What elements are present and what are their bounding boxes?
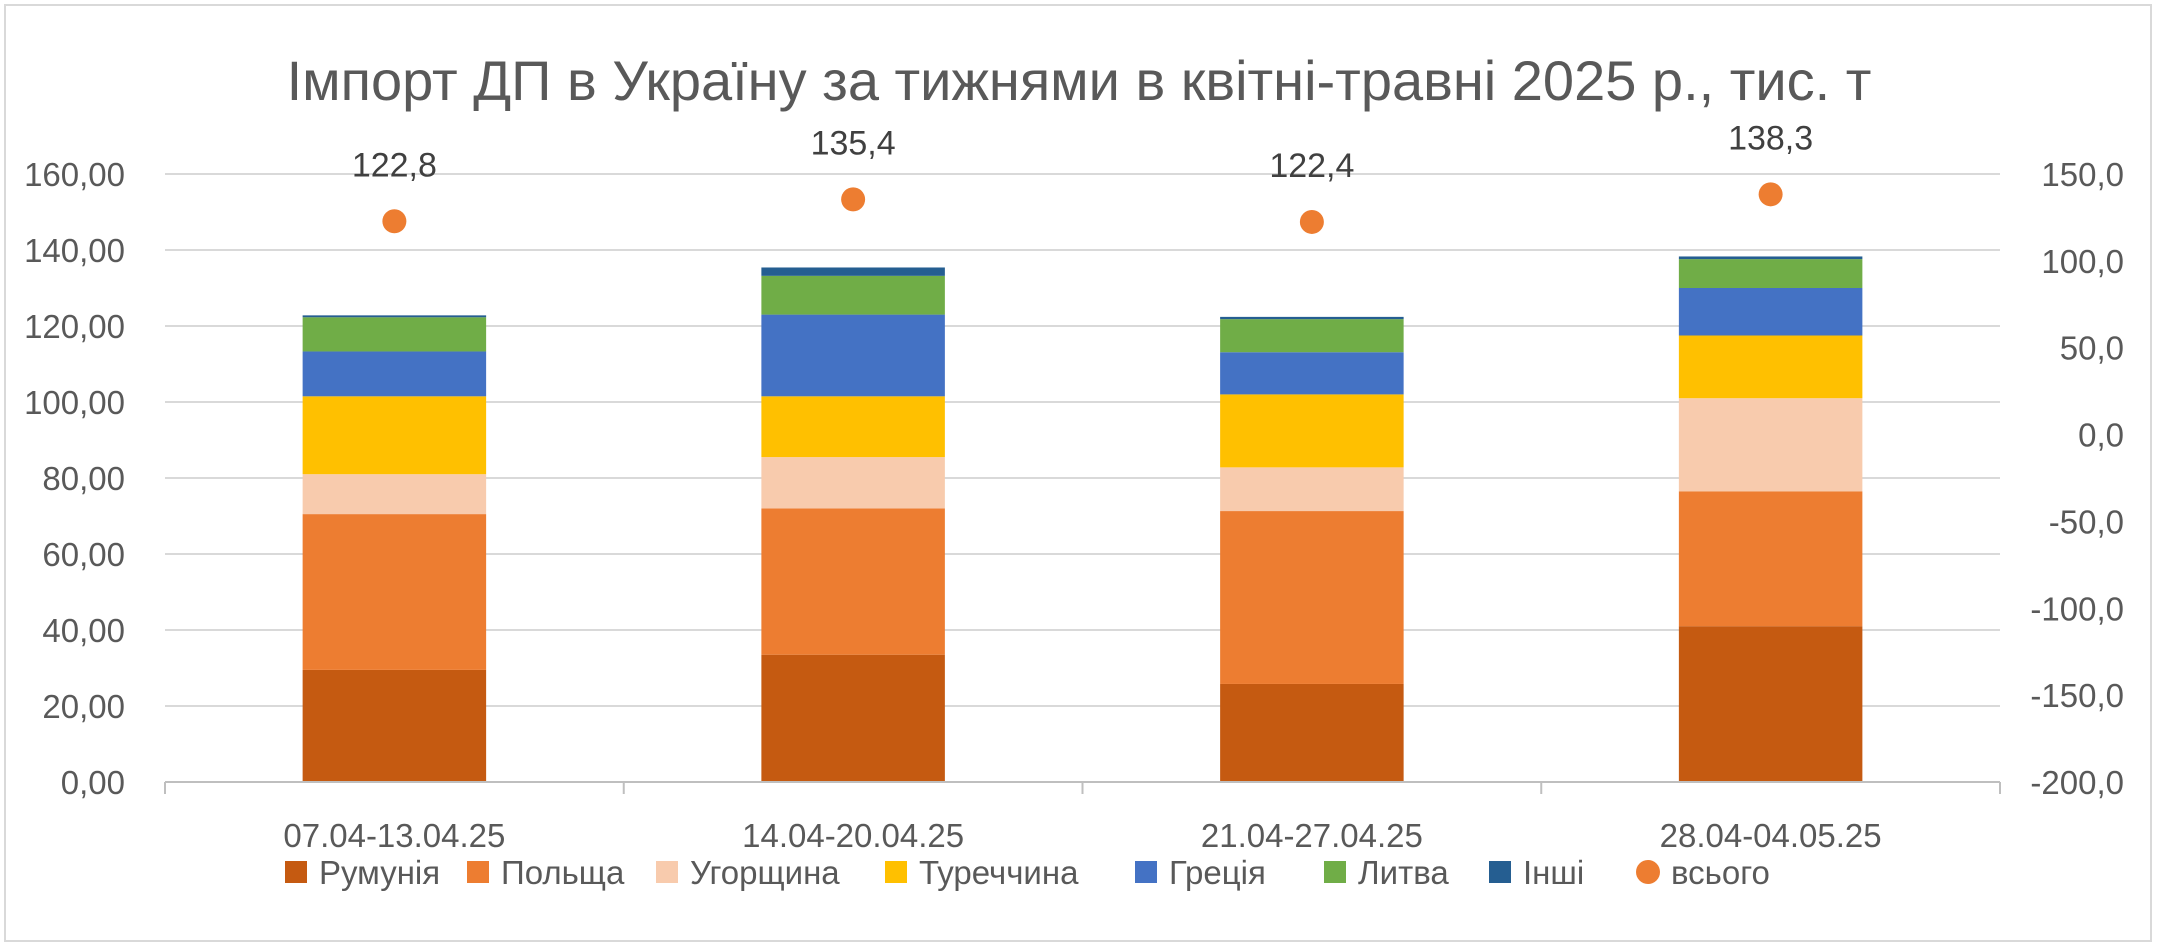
bar-segment	[761, 457, 945, 509]
legend-label: Інші	[1523, 854, 1584, 891]
total-data-label: 122,4	[1269, 147, 1354, 185]
category-label: 14.04-20.04.25	[742, 817, 964, 854]
legend-label: Туреччина	[919, 854, 1079, 891]
y-tick-label: 120,00	[24, 308, 125, 345]
y-tick-label: 100,00	[24, 384, 125, 421]
total-points: 122,8 135,4 122,4 138,3	[352, 119, 1813, 234]
y-tick-label: 140,00	[24, 232, 125, 269]
bar-segment	[1220, 316, 1404, 320]
bar-segment	[1220, 467, 1404, 512]
legend: Румунія Польща Угорщина Туреччина Греція Литв…	[285, 854, 1770, 891]
total-data-label: 138,3	[1728, 119, 1813, 157]
bar-segment	[1678, 288, 1863, 336]
bar-segment	[761, 314, 945, 397]
bar-segment	[1678, 491, 1863, 627]
bar-segment	[1220, 394, 1404, 468]
bar-segment	[761, 396, 945, 458]
total-point	[841, 187, 866, 212]
y2-tick-label: -100,0	[2030, 590, 2124, 627]
bar-segment	[302, 315, 487, 318]
y-tick-label: 60,00	[42, 536, 125, 573]
bar-segment	[1678, 256, 1863, 260]
bar-segment	[761, 654, 945, 782]
y2-tick-label: -50,0	[2049, 503, 2124, 540]
legend-marker	[467, 861, 489, 883]
bar-segment	[302, 396, 487, 475]
y2-tick-label: 150,0	[2041, 156, 2124, 193]
chart-title: Імпорт ДП в Україну за тижнями в квітні-…	[287, 49, 1872, 112]
y2-tick-label: 0,0	[2078, 417, 2124, 454]
legend-label: Литва	[1358, 854, 1449, 891]
bars	[302, 256, 1863, 782]
legend-marker	[1636, 860, 1660, 884]
category-labels: 07.04-13.04.25 14.04-20.04.25 21.04-27.04.…	[283, 817, 1881, 854]
bar-segment	[1220, 352, 1404, 395]
bar-segment	[1678, 259, 1863, 288]
total-data-label: 122,8	[352, 146, 437, 184]
legend-label: Румунія	[319, 854, 440, 891]
bar-segment	[761, 275, 945, 315]
total-point	[1758, 182, 1783, 207]
legend-marker	[1489, 861, 1511, 883]
legend-label: Угорщина	[690, 854, 840, 891]
total-point	[1299, 209, 1324, 234]
total-point	[382, 209, 407, 234]
y2-tick-label: -150,0	[2030, 677, 2124, 714]
y-tick-label: 0,00	[61, 764, 125, 801]
legend-marker	[1135, 861, 1157, 883]
bar-segment	[1678, 398, 1863, 492]
category-label: 21.04-27.04.25	[1201, 817, 1423, 854]
bar-segment	[761, 508, 945, 655]
bar-segment	[302, 514, 487, 670]
category-label: 28.04-04.05.25	[1660, 817, 1882, 854]
bar-segment	[1678, 626, 1863, 782]
legend-marker	[1324, 861, 1346, 883]
y-tick-label: 80,00	[42, 460, 125, 497]
bar-segment	[1220, 511, 1404, 684]
bar-segment	[1220, 683, 1404, 782]
legend-marker	[885, 861, 907, 883]
y-tick-label: 160,00	[24, 156, 125, 193]
y-tick-label: 20,00	[42, 688, 125, 725]
total-data-label: 135,4	[811, 124, 896, 162]
category-label: 07.04-13.04.25	[283, 817, 505, 854]
y-tick-label: 40,00	[42, 612, 125, 649]
bar-segment	[302, 317, 487, 352]
legend-label: Польща	[501, 854, 625, 891]
bar-segment	[1220, 319, 1404, 353]
y-axis-left: 0,00 20,00 40,00 60,00 80,00 100,00 120,00 140,…	[24, 156, 125, 801]
legend-marker	[656, 861, 678, 883]
bar-segment	[302, 351, 487, 397]
y-axis-right: -200,0 -150,0 -100,0 -50,0 0,0 50,0 100,0 150,0	[2030, 156, 2124, 801]
bar-segment	[302, 474, 487, 515]
y2-tick-label: -200,0	[2030, 764, 2124, 801]
legend-marker	[285, 861, 307, 883]
legend-label: всього	[1671, 854, 1770, 891]
bar-segment	[302, 669, 487, 782]
bar-segment	[761, 267, 945, 276]
bar-segment	[1678, 335, 1863, 399]
x-axis	[164, 781, 2001, 794]
y2-tick-label: 100,0	[2041, 243, 2124, 280]
y2-tick-label: 50,0	[2060, 330, 2124, 367]
legend-label: Греція	[1169, 854, 1266, 891]
